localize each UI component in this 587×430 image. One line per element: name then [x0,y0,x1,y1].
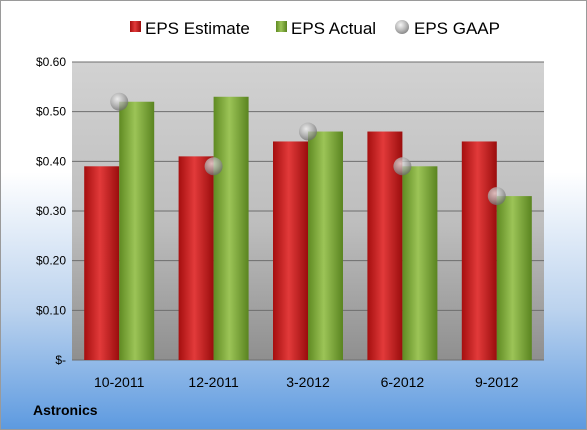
x-tick-label: 6-2012 [381,374,425,390]
gaap-markers [110,92,506,206]
bar-estimate [84,166,120,360]
y-tick-label: $- [55,353,66,367]
x-tick-label: 10-2011 [94,374,145,390]
x-tick-label: 12-2011 [188,374,239,390]
y-axis: $- $0.10 $0.20 $0.30 $0.40 $0.50 $0.60 [36,55,66,367]
legend-label-actual: EPS Actual [291,19,376,38]
marker-gaap [487,187,506,206]
bar-estimate [461,141,497,360]
x-tick-label: 3-2012 [286,374,330,390]
bar-actual [308,131,343,360]
bars [84,96,532,361]
bar-estimate [178,156,214,360]
y-tick-label: $0.20 [36,254,66,268]
y-tick-label: $0.10 [36,303,66,317]
bar-actual [119,101,155,360]
legend-swatch-actual [276,21,287,32]
bar-estimate [273,141,308,360]
legend-item-actual: EPS Actual [276,19,376,38]
legend-item-estimate: EPS Estimate [130,19,250,38]
legend-swatch-estimate [130,21,141,32]
marker-gaap [204,157,223,176]
y-tick-label: $0.50 [36,105,66,119]
bar-actual [213,96,249,361]
x-tick-label: 9-2012 [475,374,519,390]
legend-item-gaap: EPS GAAP [395,19,500,38]
y-tick-label: $0.40 [36,154,66,168]
marker-gaap [299,122,317,141]
x-axis: 10-2011 12-2011 3-2012 6-2012 9-2012 [94,374,519,390]
marker-gaap [110,92,129,111]
company-name: Astronics [33,402,98,418]
legend-marker-gaap [395,20,409,34]
marker-gaap [393,157,412,176]
y-tick-label: $0.30 [36,204,66,218]
bar-actual [496,196,532,360]
legend-label-gaap: EPS GAAP [414,19,500,38]
legend-label-estimate: EPS Estimate [145,19,250,38]
bar-actual [402,166,438,360]
legend: EPS Estimate EPS Actual EPS GAAP [130,19,500,38]
y-tick-label: $0.60 [36,55,66,69]
